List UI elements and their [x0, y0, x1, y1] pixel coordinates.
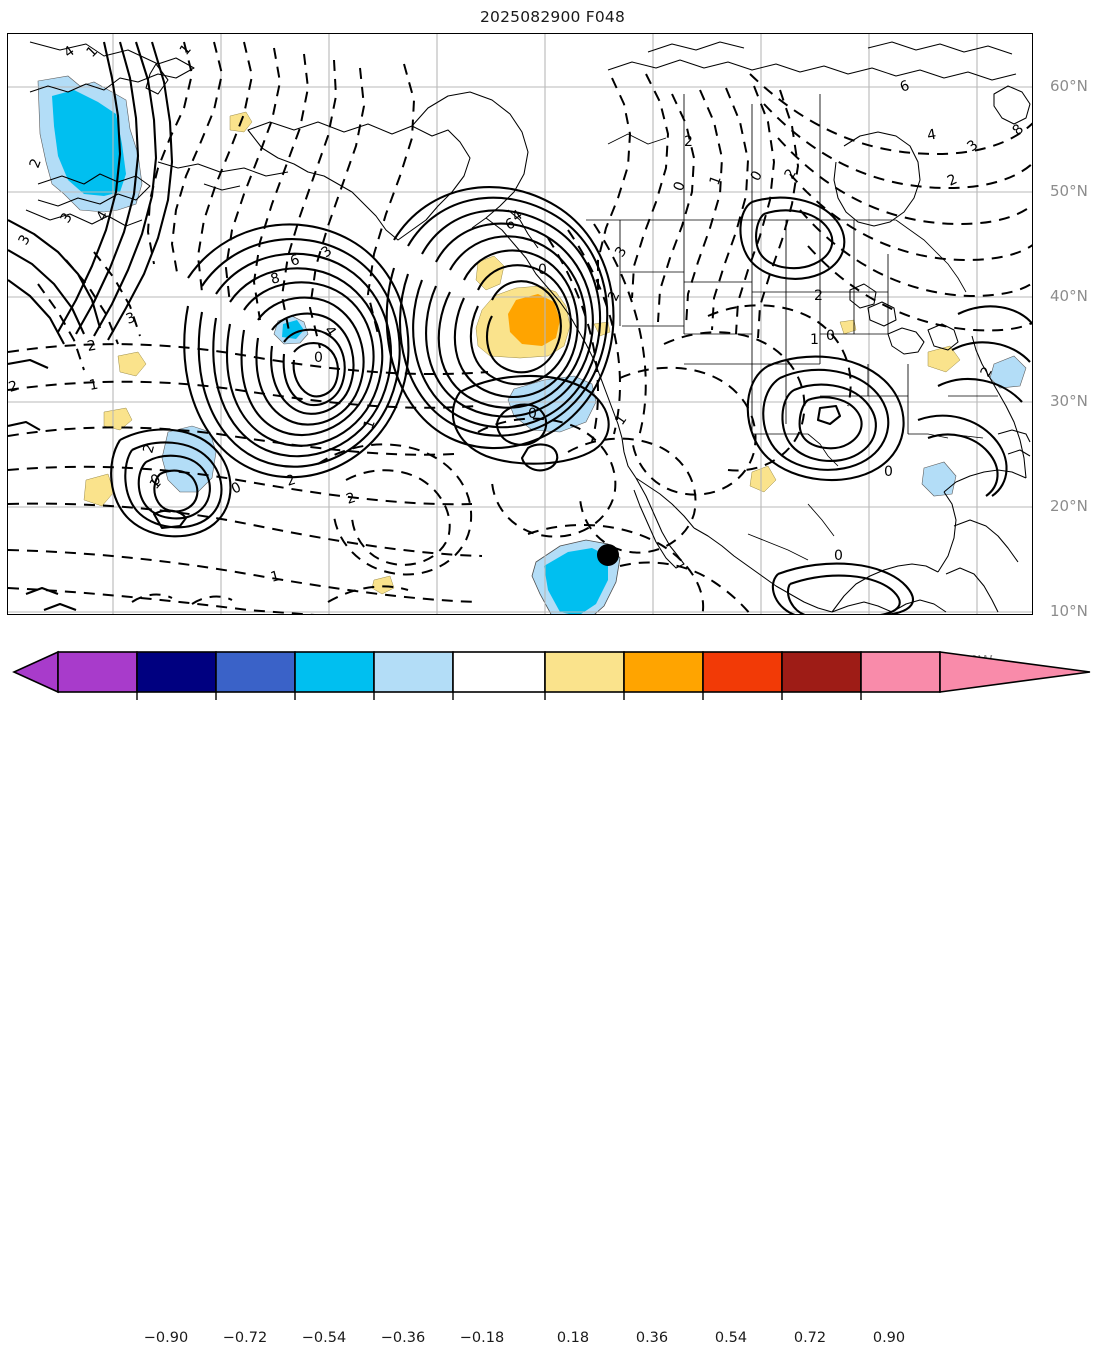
- lat-label-40n: 40°N: [1050, 287, 1088, 305]
- colorbar-tick-0: −0.90: [143, 1330, 189, 1346]
- storm-position-dot[interactable]: [597, 544, 619, 566]
- svg-text:0: 0: [538, 262, 547, 278]
- map-gridlines: [8, 34, 1032, 614]
- shaded-anomaly-layer: [37, 75, 1027, 614]
- svg-text:2: 2: [86, 338, 98, 355]
- svg-text:2: 2: [284, 472, 297, 490]
- colorbar-tick-9: 0.90: [872, 1330, 906, 1346]
- svg-text:8: 8: [269, 270, 282, 288]
- colorbar-tick-6: 0.36: [635, 1330, 669, 1346]
- lat-label-20n: 20°N: [1050, 497, 1088, 515]
- svg-text:0: 0: [748, 168, 766, 184]
- lat-label-60n: 60°N: [1050, 77, 1088, 95]
- positive-contours-layer: [8, 41, 1032, 614]
- map-frame: 4 2 3 3 4 1 1 2 3 2 1 8 6 3 4 0 2: [7, 33, 1033, 615]
- svg-text:0: 0: [826, 328, 835, 344]
- svg-text:2: 2: [8, 378, 20, 396]
- colorbar-tick-8: 0.72: [793, 1330, 827, 1346]
- colorbar-tick-5: 0.18: [556, 1330, 590, 1346]
- page-title: 2025082900 F048: [479, 8, 626, 26]
- svg-text:2: 2: [140, 442, 158, 455]
- svg-text:3: 3: [16, 232, 34, 248]
- svg-text:0: 0: [884, 464, 893, 480]
- colorbar[interactable]: −0.90 −0.72 −0.54 −0.36 −0.18 0.18 0.36 …: [0, 648, 1105, 1346]
- colorbar-tick-4: −0.18: [459, 1330, 505, 1346]
- svg-text:2: 2: [684, 134, 693, 150]
- colorbar-extend-max: [939, 651, 1091, 693]
- svg-text:0: 0: [229, 479, 244, 497]
- svg-text:1: 1: [810, 332, 819, 348]
- lat-label-30n: 30°N: [1050, 392, 1088, 410]
- svg-text:0: 0: [671, 180, 689, 194]
- colorbar-tick-1: −0.72: [222, 1330, 268, 1346]
- lat-label-50n: 50°N: [1050, 182, 1088, 200]
- svg-text:1: 1: [88, 377, 100, 394]
- svg-text:3: 3: [124, 310, 138, 328]
- svg-text:2: 2: [945, 171, 960, 189]
- svg-text:8: 8: [1010, 121, 1028, 139]
- colorbar-swatches: [12, 650, 1091, 700]
- svg-text:0: 0: [528, 406, 537, 422]
- colorbar-tick-2: −0.54: [301, 1330, 347, 1346]
- svg-text:2: 2: [27, 157, 45, 171]
- svg-text:3: 3: [58, 210, 76, 226]
- colorbar-tick-7: 0.54: [714, 1330, 748, 1346]
- svg-text:1: 1: [269, 568, 282, 586]
- svg-text:1: 1: [612, 412, 630, 428]
- svg-text:4: 4: [61, 43, 78, 61]
- svg-text:0: 0: [314, 350, 323, 366]
- svg-text:0: 0: [834, 548, 843, 564]
- svg-text:1: 1: [707, 174, 725, 188]
- svg-text:4: 4: [926, 127, 938, 144]
- map-plot: 4 2 3 3 4 1 1 2 3 2 1 8 6 3 4 0 2: [8, 34, 1032, 614]
- svg-text:2: 2: [605, 289, 623, 304]
- colorbar-tick-3: −0.36: [380, 1330, 426, 1346]
- svg-text:2: 2: [814, 288, 823, 304]
- svg-text:1: 1: [84, 43, 102, 61]
- colorbar-extend-min: [12, 650, 59, 694]
- map-container[interactable]: 4 2 3 3 4 1 1 2 3 2 1 8 6 3 4 0 2: [7, 33, 1088, 670]
- svg-text:1: 1: [177, 41, 195, 58]
- svg-text:3: 3: [612, 244, 630, 260]
- lat-label-10n: 10°N: [1050, 602, 1088, 620]
